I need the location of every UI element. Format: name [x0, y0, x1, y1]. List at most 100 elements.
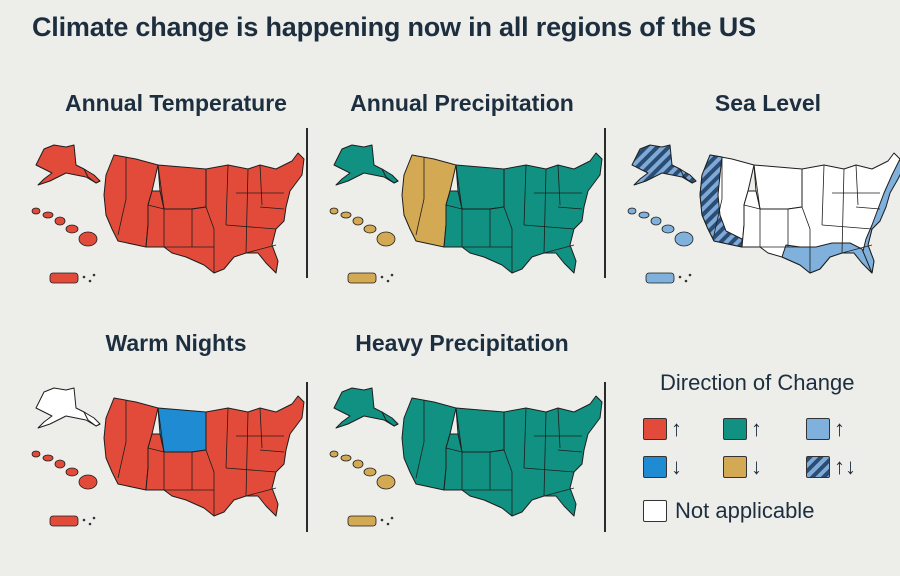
- gulf-coast-region: [781, 242, 873, 274]
- arrow-down-icon: ↓: [751, 454, 762, 479]
- puerto-rico: [49, 515, 79, 527]
- state-boundary: [801, 206, 811, 273]
- arrow-up-icon: ↑: [671, 416, 682, 441]
- hawaii-island: [42, 454, 54, 462]
- state-boundary: [455, 407, 463, 453]
- state-boundary: [445, 447, 463, 453]
- virgin-island: [390, 273, 394, 277]
- state-boundary: [557, 164, 561, 206]
- state-boundary: [245, 487, 277, 497]
- virgin-island: [380, 275, 384, 279]
- page-title: Climate change is happening now in all r…: [32, 12, 756, 42]
- divider-line: [306, 128, 308, 278]
- state-boundary: [523, 224, 575, 230]
- hawaii-island: [674, 231, 694, 247]
- hawaii-island: [78, 231, 98, 247]
- state-boundary: [543, 411, 547, 497]
- hawaii-island: [650, 216, 662, 226]
- state-boundary: [543, 487, 575, 497]
- hawaii-island: [376, 474, 396, 490]
- state-boundary: [205, 206, 215, 273]
- state-boundary: [503, 206, 513, 273]
- state-boundary: [147, 447, 165, 453]
- state-boundary: [753, 164, 761, 210]
- hawaii-island: [54, 216, 66, 226]
- state-boundary: [245, 168, 249, 254]
- legend-swatch-not-applicable: [643, 500, 667, 522]
- alaska-panhandle: [381, 168, 399, 184]
- legend-not-applicable-label: Not applicable: [675, 498, 815, 523]
- east-central-region: [443, 152, 603, 274]
- virgin-island: [684, 279, 688, 283]
- state-boundary: [245, 411, 249, 497]
- virgin-island: [92, 273, 96, 277]
- state-boundary: [225, 164, 229, 226]
- legend-swatch: [723, 456, 747, 478]
- map-annual-temperature: [14, 135, 306, 293]
- state-boundary: [225, 224, 277, 230]
- hawaii-island: [42, 211, 54, 219]
- hawaii-island: [363, 224, 377, 234]
- state-boundary: [557, 407, 561, 449]
- east-central-region: [145, 152, 305, 274]
- virgin-island: [678, 275, 682, 279]
- state-boundary: [225, 467, 277, 473]
- hawaii-island: [31, 450, 41, 458]
- hawaii-island: [352, 459, 364, 469]
- state-boundary: [259, 449, 285, 453]
- hawaii-island: [78, 474, 98, 490]
- hawaii-island: [352, 216, 364, 226]
- north-central-region: [753, 164, 803, 210]
- state-boundary: [821, 164, 825, 226]
- state-boundary: [543, 168, 547, 254]
- northwest-coast-region: [699, 154, 743, 248]
- hawaii-island: [31, 207, 41, 215]
- divider-line: [306, 382, 308, 532]
- virgin-island: [92, 516, 96, 520]
- legend-item-not-applicable: Not applicable: [643, 498, 814, 524]
- state-boundary: [841, 244, 873, 254]
- legend-swatch: [723, 418, 747, 440]
- panel-title-warm-nights: Warm Nights: [105, 330, 247, 356]
- panel-title-sea-level: Sea Level: [714, 90, 822, 116]
- arrow-up-icon: ↑: [751, 416, 762, 441]
- map-warm-nights: [14, 378, 306, 536]
- virgin-island: [88, 279, 92, 283]
- legend-item: ↑: [806, 418, 845, 440]
- alaska-region: [333, 387, 399, 429]
- hawaii-island: [340, 454, 352, 462]
- hawaii-island: [661, 224, 675, 234]
- north-central-region: [455, 164, 505, 210]
- state-boundary: [225, 407, 229, 469]
- alaska-panhandle: [83, 411, 101, 427]
- virgin-island: [390, 516, 394, 520]
- legend-swatch: [806, 456, 830, 478]
- puerto-rico: [645, 272, 675, 284]
- alaska-region: [333, 144, 399, 186]
- hawaii-island: [340, 211, 352, 219]
- alaska-panhandle: [381, 411, 399, 427]
- state-boundary: [147, 204, 165, 210]
- virgin-island: [386, 279, 390, 283]
- state-boundary: [415, 400, 425, 479]
- map-heavy-precipitation: [312, 378, 604, 536]
- map-annual-precipitation: [312, 135, 604, 293]
- state-boundary: [743, 204, 761, 210]
- arrow-up-icon: ↑: [834, 416, 845, 441]
- north-central-region: [157, 407, 207, 453]
- virgin-island: [380, 518, 384, 522]
- state-boundary: [117, 157, 127, 236]
- state-boundary: [259, 407, 263, 449]
- state-boundary: [523, 467, 575, 473]
- state-boundary: [543, 244, 575, 254]
- map-sea-level: [610, 135, 900, 293]
- hawaii-island: [329, 207, 339, 215]
- divider-line: [604, 128, 606, 278]
- legend-title: Direction of Change: [660, 370, 855, 395]
- legend-swatch: [643, 418, 667, 440]
- hawaii-island: [329, 450, 339, 458]
- hawaii-island: [65, 224, 79, 234]
- state-boundary: [523, 164, 527, 226]
- puerto-rico: [49, 272, 79, 284]
- hawaii-island: [376, 231, 396, 247]
